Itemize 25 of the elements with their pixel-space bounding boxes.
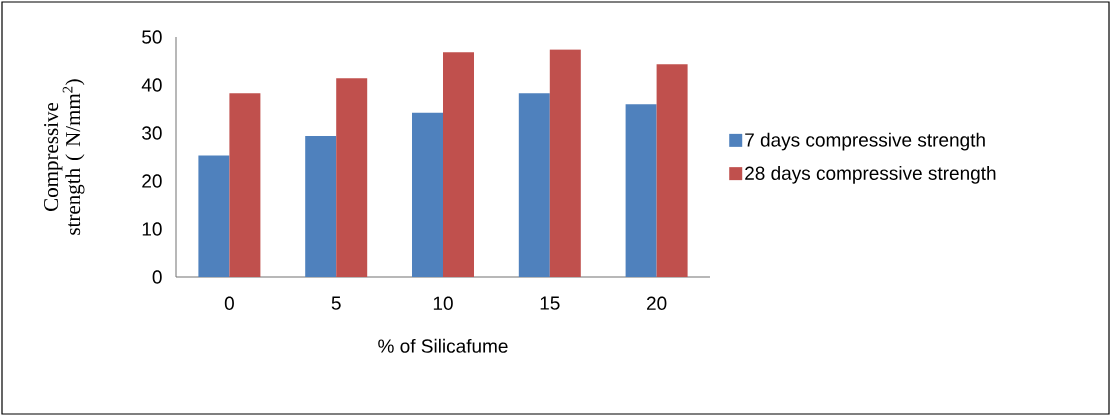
bar: [625, 104, 657, 277]
y-tick-label: 20: [142, 174, 162, 188]
y-tick-label: 0: [152, 270, 162, 284]
x-tick-label: 5: [331, 296, 341, 310]
x-axis-title: % of Silicafume: [378, 338, 508, 353]
y-tick-label: 30: [142, 126, 162, 140]
x-tick-label: 0: [224, 296, 234, 310]
bar: [229, 93, 261, 277]
bar: [305, 135, 337, 277]
y-tick-label: 50: [142, 30, 162, 44]
legend-label: 7 days compressive strength: [745, 132, 985, 151]
legend-label: 28 days compressive strength: [745, 166, 996, 184]
bar: [518, 93, 550, 277]
bar: [549, 49, 581, 277]
x-tick-label: 15: [540, 296, 560, 310]
x-tick-label: 20: [646, 296, 667, 310]
bar: [412, 112, 443, 277]
y-axis-title: Compressive strength ( N/mm$^{2}$): [44, 79, 85, 235]
y-tick-label: 10: [142, 222, 162, 236]
bar: [336, 78, 368, 277]
y-tick-label: 40: [141, 78, 162, 92]
bar: [656, 64, 688, 277]
bar: [443, 52, 474, 277]
x-tick-label: 10: [433, 296, 453, 310]
bar: [198, 155, 230, 277]
